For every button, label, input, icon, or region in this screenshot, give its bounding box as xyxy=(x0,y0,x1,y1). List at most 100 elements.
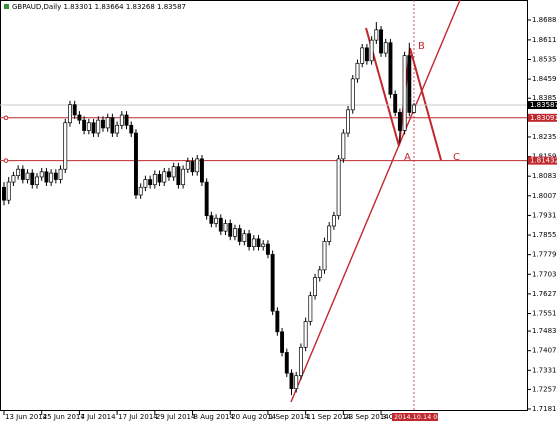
candle-body xyxy=(199,158,204,183)
y-tick-label: 1.74830 xyxy=(532,327,557,335)
price-box-label: 1.81432 xyxy=(530,157,557,165)
line-anchor xyxy=(3,115,9,121)
pattern-line xyxy=(409,47,442,161)
candle-body xyxy=(115,124,120,134)
candle-body xyxy=(53,172,58,180)
candle-body xyxy=(16,168,21,177)
candle-body xyxy=(209,215,214,224)
pattern-label: A xyxy=(404,152,411,163)
candle-body xyxy=(157,174,162,183)
candle-body xyxy=(275,310,280,333)
candle-body xyxy=(91,122,96,134)
candle-body xyxy=(256,238,261,247)
candle-body xyxy=(68,104,72,124)
price-box xyxy=(528,156,557,165)
candle-body xyxy=(265,243,270,255)
candle-body xyxy=(195,158,200,173)
plot-frame xyxy=(0,0,528,411)
candle-body xyxy=(303,321,308,348)
candle-body xyxy=(350,78,355,111)
y-tick-label: 1.78550 xyxy=(532,231,557,239)
x-tick-label: 7 Jul 2014 xyxy=(80,413,116,421)
candle-body xyxy=(346,109,350,134)
candle-body xyxy=(242,233,247,242)
candle-body xyxy=(96,119,101,134)
candle-body xyxy=(185,161,190,170)
candle-body xyxy=(2,186,6,201)
pattern-label: B xyxy=(418,41,425,52)
candle-body xyxy=(129,124,134,134)
price-box xyxy=(528,113,557,122)
header-price: 1.83301 xyxy=(63,3,92,11)
candle-body xyxy=(181,168,186,186)
x-tick-label: 13 Jun 2014 xyxy=(5,413,48,421)
candle-body xyxy=(228,223,233,237)
candle-body xyxy=(364,47,369,62)
candle-body xyxy=(412,104,416,113)
candle-body xyxy=(124,114,129,126)
candle-body xyxy=(393,93,398,113)
y-tick-label: 1.77790 xyxy=(532,251,557,259)
candle-body xyxy=(6,181,11,201)
candle-body xyxy=(214,217,219,224)
y-tick-label: 1.83850 xyxy=(532,94,557,102)
header-price: 1.83587 xyxy=(157,3,186,11)
candle-body xyxy=(72,104,77,116)
y-tick-label: 1.76270 xyxy=(532,290,557,298)
chart-header: GBPAUD,Daily 1.83301 1.83664 1.83268 1.8… xyxy=(4,3,186,11)
candle-body xyxy=(388,42,393,95)
candle-body xyxy=(35,176,39,186)
candle-body xyxy=(218,217,223,232)
candle-body xyxy=(322,241,327,271)
y-tick-label: 1.84590 xyxy=(532,75,557,83)
x-tick-label: 29 Jul 2014 xyxy=(156,413,196,421)
y-tick-label: 1.85350 xyxy=(532,55,557,63)
candle-body xyxy=(134,132,138,196)
candle-body xyxy=(341,132,346,160)
candle-body xyxy=(171,166,176,178)
bid-box xyxy=(528,101,557,110)
header-price: 1.83268 xyxy=(126,3,155,11)
y-tick-label: 1.74070 xyxy=(532,347,557,355)
symbol: GBPAUD,Daily xyxy=(12,3,61,11)
candle-body xyxy=(284,352,289,374)
candle-body xyxy=(82,119,87,131)
cursor-box xyxy=(392,413,438,421)
x-tick-label: 8 Aug 2014 xyxy=(194,413,235,421)
trend-line xyxy=(290,0,461,403)
y-tick-label: 1.77030 xyxy=(532,270,557,278)
candle-body xyxy=(58,168,63,180)
candle-body xyxy=(190,161,195,173)
candle-body xyxy=(336,158,341,217)
candle-body xyxy=(86,122,91,131)
drawn-objects xyxy=(290,0,461,411)
x-tick-label: 11 Sep 2014 xyxy=(307,413,352,421)
candle-body xyxy=(232,228,237,237)
candle-body xyxy=(176,166,181,186)
price-box-label: 1.83091 xyxy=(530,114,557,122)
candle-body xyxy=(331,215,336,227)
x-tick-label: 23 Sep 2014 xyxy=(344,413,389,421)
candle-body xyxy=(101,119,105,129)
candle-body xyxy=(317,269,322,278)
candle-body xyxy=(25,172,30,180)
candle-body xyxy=(30,172,35,186)
candle-body xyxy=(143,179,148,188)
candle-body xyxy=(379,29,383,54)
y-tick-label: 1.86880 xyxy=(532,16,557,24)
candle-body xyxy=(294,375,299,389)
candle-body xyxy=(327,225,332,242)
y-tick-label: 1.71810 xyxy=(532,405,557,413)
y-tick-label: 1.82350 xyxy=(532,133,557,141)
candle-body xyxy=(237,228,242,242)
y-tick-label: 1.75510 xyxy=(532,310,557,318)
cursor-label: 2014.10.14 00:00 xyxy=(394,413,452,421)
x-tick-label: 25 Jun 2014 xyxy=(43,413,86,421)
candle-body xyxy=(397,112,402,131)
candle-body xyxy=(270,254,275,312)
y-tick-label: 1.73310 xyxy=(532,366,557,374)
candle-body xyxy=(167,171,171,178)
y-tick-label: 1.79310 xyxy=(532,211,557,219)
candle-body xyxy=(280,331,285,353)
